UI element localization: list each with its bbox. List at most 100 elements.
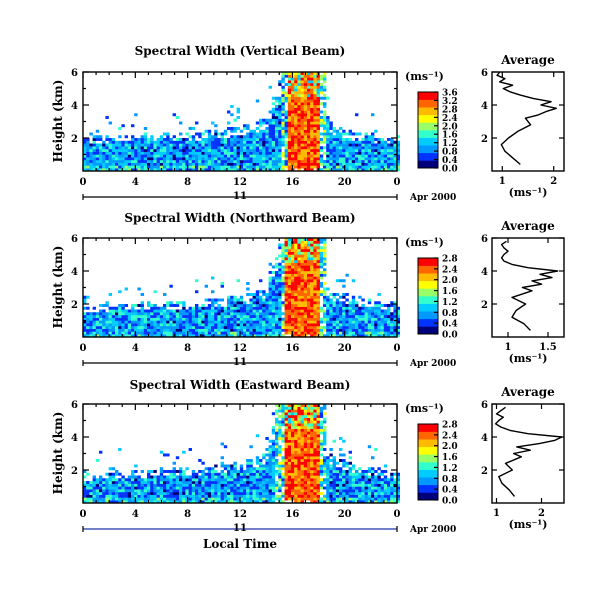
heatmap-cell xyxy=(159,140,164,144)
heatmap-cell xyxy=(291,107,295,111)
heatmap-cell xyxy=(243,494,247,498)
heatmap-cell xyxy=(89,326,93,329)
heatmap-cell xyxy=(339,168,343,172)
heatmap-cell xyxy=(220,151,224,155)
heatmap-cell xyxy=(323,295,327,299)
heatmap-cell xyxy=(108,497,112,501)
heatmap-cell xyxy=(175,483,180,487)
heatmap-cell xyxy=(124,162,128,166)
heatmap-cell xyxy=(153,481,157,484)
heatmap-cell xyxy=(271,279,276,283)
heatmap-cell xyxy=(307,107,311,111)
heatmap-cell xyxy=(233,315,237,318)
heatmap-cell xyxy=(297,456,301,460)
heatmap-cell xyxy=(275,165,279,169)
heatmap-cell xyxy=(243,486,247,490)
heatmap-cell xyxy=(291,323,295,327)
heatmap-cell xyxy=(111,481,116,484)
heatmap-cell xyxy=(390,317,394,321)
heatmap-cell xyxy=(134,162,138,166)
heatmap-cell xyxy=(294,77,298,81)
heatmap-cell xyxy=(323,467,327,471)
heatmap-cell xyxy=(287,320,292,324)
heatmap-cell xyxy=(166,497,170,501)
heatmap-cell xyxy=(262,331,266,335)
profile-y-tick-label: 2 xyxy=(481,300,488,311)
heatmap-cell xyxy=(307,129,311,133)
heatmap-cell xyxy=(140,478,144,482)
heatmap-cell xyxy=(214,494,218,498)
heatmap-cell xyxy=(271,470,276,473)
heatmap-cell xyxy=(313,127,317,130)
heatmap-cell xyxy=(275,118,279,122)
heatmap-cell xyxy=(323,102,327,106)
heatmap-cell xyxy=(239,140,244,144)
heatmap-cell xyxy=(249,461,253,465)
heatmap-cell xyxy=(185,494,189,498)
heatmap-cell xyxy=(131,331,135,335)
heatmap-cell xyxy=(86,317,90,321)
heatmap-cell xyxy=(147,138,151,141)
heatmap-cell xyxy=(287,143,292,147)
heatmap-cell xyxy=(335,494,340,498)
heatmap-cell xyxy=(111,323,116,327)
heatmap-cell xyxy=(278,415,282,418)
heatmap-cell xyxy=(147,492,151,495)
heatmap-cell xyxy=(361,326,365,329)
heatmap-cell xyxy=(329,317,333,321)
heatmap-cell xyxy=(396,160,400,163)
heatmap-cell xyxy=(271,320,276,324)
heatmap-cell xyxy=(207,317,212,321)
heatmap-cell xyxy=(246,151,250,155)
heatmap-cell xyxy=(211,290,215,294)
heatmap-cell xyxy=(166,138,170,141)
heatmap-cell xyxy=(223,492,228,495)
heatmap-cell xyxy=(310,96,314,100)
heatmap-cell xyxy=(332,309,336,313)
heatmap-cell xyxy=(217,497,221,501)
heatmap-cell xyxy=(294,437,298,440)
heatmap-cell xyxy=(275,445,279,449)
colorbar-tick-label: 1.2 xyxy=(442,139,458,149)
heatmap-cell xyxy=(227,497,231,501)
heatmap-cell xyxy=(108,494,112,498)
heatmap-cell xyxy=(182,146,186,150)
heatmap-cell xyxy=(236,489,240,493)
heatmap-cell xyxy=(252,168,256,172)
heatmap-cell xyxy=(236,317,240,321)
heatmap-cell xyxy=(396,135,400,139)
heatmap-cell xyxy=(310,295,314,299)
heatmap-cell xyxy=(307,459,311,462)
heatmap-cell xyxy=(156,494,160,498)
heatmap-cell xyxy=(163,143,167,147)
heatmap-cell xyxy=(143,478,148,482)
heatmap-cell xyxy=(83,497,87,501)
heatmap-cell xyxy=(291,105,295,108)
heatmap-cell xyxy=(281,290,285,294)
heatmap-cell xyxy=(278,102,282,106)
heatmap-cell xyxy=(150,489,154,493)
heatmap-cell xyxy=(249,328,253,332)
heatmap-cell xyxy=(313,273,317,277)
heatmap-cell xyxy=(342,138,346,141)
heatmap-cell xyxy=(185,486,189,490)
heatmap-cell xyxy=(307,326,311,329)
heatmap-cell xyxy=(268,160,272,163)
heatmap-cell xyxy=(156,323,160,327)
heatmap-cell xyxy=(259,121,263,125)
heatmap-cell xyxy=(303,442,308,446)
heatmap-cell xyxy=(127,486,132,490)
heatmap-cell xyxy=(220,306,224,310)
heatmap-cell xyxy=(287,271,292,274)
heatmap-cell xyxy=(252,309,256,313)
day-label-vertical: 11 xyxy=(233,191,247,202)
heatmap-cell xyxy=(316,165,320,169)
heatmap-cell xyxy=(281,328,285,332)
heatmap-cell xyxy=(287,99,292,103)
heatmap-cell xyxy=(287,331,292,335)
heatmap-cell xyxy=(367,312,372,316)
heatmap-cell xyxy=(268,140,272,144)
heatmap-cell xyxy=(367,143,372,147)
heatmap-cell xyxy=(262,486,266,490)
heatmap-cell xyxy=(172,140,176,144)
